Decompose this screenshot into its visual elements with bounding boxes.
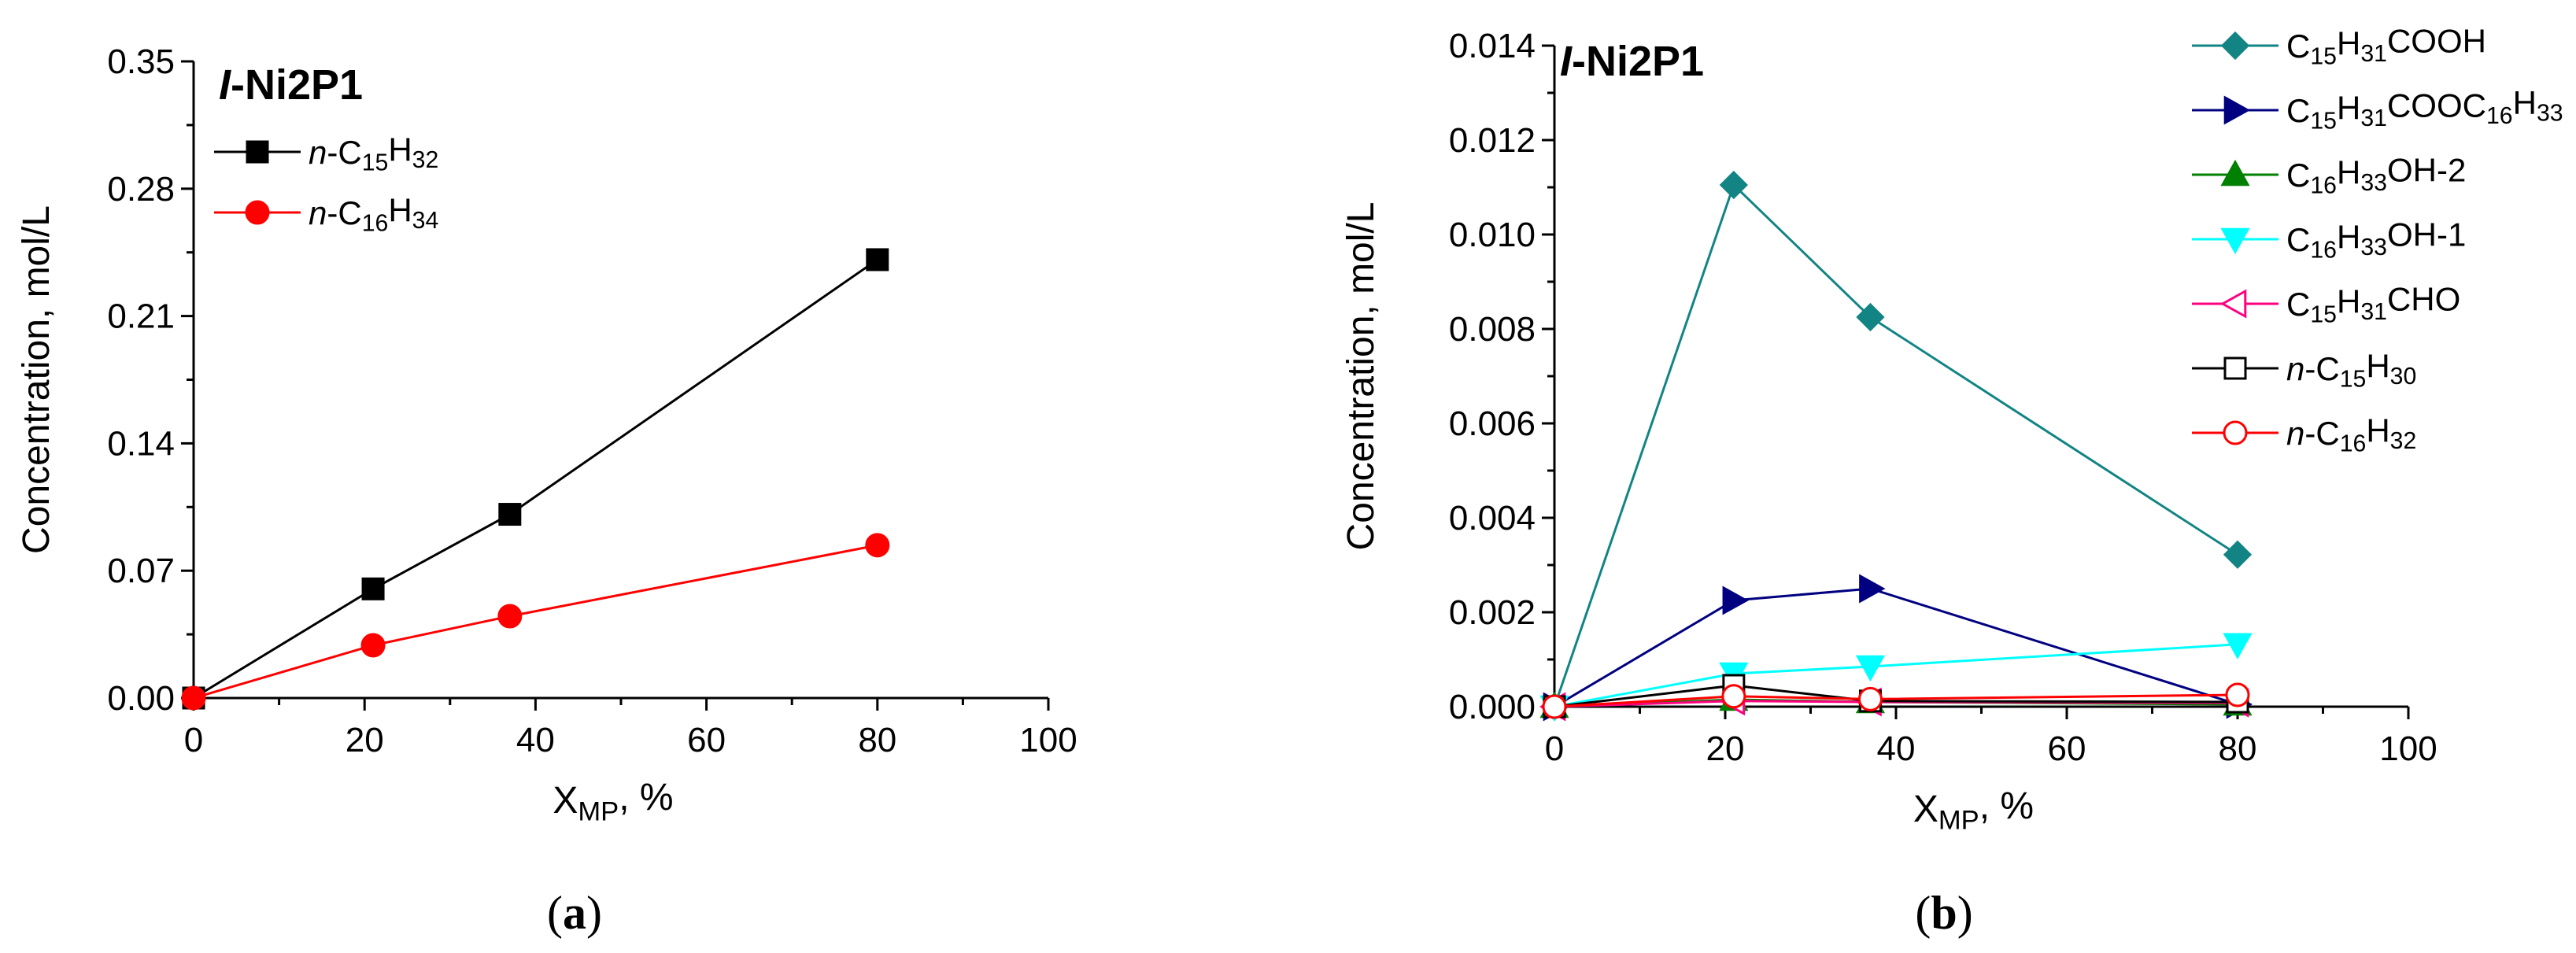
x-tick-label: 0: [184, 721, 203, 759]
series-line: [193, 544, 878, 700]
y-tick-label: 0.010: [1449, 216, 1536, 254]
x-tick-label: 100: [1019, 721, 1077, 759]
x-tick-label: 80: [858, 721, 896, 759]
chart-b: 0 20 40 60 80 100 0.000 0.002 0.004 0.006 0.008 0.0…: [1340, 22, 2563, 835]
x-tick-label: 100: [2379, 730, 2437, 768]
data-point: [360, 633, 386, 658]
data-point: [361, 577, 385, 600]
x-tick-label: 80: [2219, 730, 2257, 768]
series-n-C16H32: [1542, 682, 2250, 719]
caption-b: (b): [1915, 887, 1972, 939]
x-tick-label: 40: [1877, 730, 1916, 768]
caption-a: (a): [547, 887, 602, 939]
x-tick-label: 60: [2048, 730, 2086, 768]
legend-marker: [2220, 159, 2250, 187]
data-point: [1857, 686, 1883, 711]
y-tick-label: 0.004: [1449, 499, 1536, 537]
data-point: [1722, 585, 1749, 615]
series-line: [193, 258, 878, 700]
legend: C15H31COOH C15H31COOC16H33 C16H33OH-2 C16H3…: [2192, 22, 2563, 456]
series-line: [1554, 643, 2238, 708]
legend-marker: [2223, 356, 2247, 380]
legend: n-C15H32 n-C16H34: [214, 131, 438, 237]
y-tick-label: 0.006: [1449, 404, 1536, 443]
legend-label: C15H31COOH: [2286, 22, 2486, 69]
legend-entry: n-C16H32: [2192, 412, 2416, 457]
y-tick-label: 0.000: [1449, 688, 1536, 726]
legend-entry: n-C16H34: [214, 192, 438, 237]
x-tick-label: 60: [687, 721, 726, 759]
chart-title: I-Ni2P1: [219, 61, 363, 109]
series-line: [1553, 183, 2238, 707]
series-line: [1554, 587, 2238, 708]
data-point: [1721, 684, 1746, 709]
y-axis-label: Concentration, mol/L: [16, 205, 57, 554]
legend-label: n-C15H30: [2286, 348, 2416, 393]
y-tick-label: 0.002: [1449, 593, 1536, 632]
chart-a: 0 20 40 60 80 100 0.00 0.07 0.14 0.21 0.28 0.35 Conc…: [16, 42, 1077, 827]
series-line: [1554, 693, 2238, 708]
legend-entry: C15H31COOC16H33: [2192, 84, 2563, 134]
data-point: [497, 604, 523, 629]
series-n-C16H34: [181, 533, 890, 711]
y-tick-label: 0.008: [1449, 310, 1536, 349]
legend-label: n-C15H32: [309, 131, 438, 176]
legend-marker: [2223, 95, 2251, 125]
data-point: [2223, 633, 2253, 659]
data-point: [866, 248, 889, 271]
y-tick-label: 0.35: [107, 42, 175, 81]
legend-entry: n-C15H32: [214, 131, 438, 176]
data-point: [1542, 694, 1567, 719]
x-axis-label: XMP, %: [1913, 785, 2034, 835]
data-point: [181, 685, 206, 711]
legend-entry: C15H31COOH: [2192, 22, 2486, 69]
legend-marker: [246, 140, 269, 164]
series-n-C15H32: [182, 248, 889, 710]
y-tick-label: 0.014: [1449, 27, 1536, 65]
y-tick-label: 0.012: [1449, 121, 1536, 160]
legend-marker: [245, 200, 270, 225]
legend-marker: [2220, 227, 2250, 255]
x-tick-label: 20: [346, 721, 384, 759]
data-point: [865, 533, 890, 558]
legend-entry: n-C15H30: [2192, 348, 2416, 393]
data-point: [1855, 655, 1885, 682]
series-line: [1554, 684, 2238, 708]
x-tick-label: 20: [1706, 730, 1745, 768]
y-tick-label: 0.07: [107, 552, 175, 590]
y-tick-label: 0.21: [107, 297, 175, 336]
data-point: [1856, 302, 1885, 332]
y-tick-label: 0.14: [107, 424, 175, 463]
legend-entry: C15H31CHO: [2192, 280, 2460, 327]
data-point: [498, 503, 522, 526]
x-axis-label: XMP, %: [553, 777, 673, 826]
legend-label: n-C16H32: [2286, 412, 2416, 457]
legend-label: C16H33OH-1: [2286, 216, 2466, 263]
legend-label: n-C16H34: [309, 192, 438, 237]
data-point: [1719, 170, 1748, 200]
y-tick-label: 0.28: [107, 170, 175, 209]
legend-marker: [2223, 420, 2248, 445]
series-C15H31COOH: [1539, 170, 2253, 722]
chart-title: I-Ni2P1: [1560, 38, 1704, 85]
legend-entry: C16H33OH-2: [2192, 151, 2466, 198]
legend-marker: [2219, 289, 2247, 319]
data-point: [2225, 682, 2250, 707]
y-axis-label: Concentration, mol/L: [1340, 202, 1382, 551]
data-point: [2223, 540, 2253, 569]
x-tick-label: 40: [516, 721, 555, 759]
legend-label: C15H31CHO: [2286, 280, 2460, 327]
data-point: [1859, 574, 1886, 604]
legend-marker: [2220, 31, 2250, 61]
x-tick-label: 0: [1545, 730, 1564, 768]
legend-entry: C16H33OH-1: [2192, 216, 2466, 263]
legend-label: C16H33OH-2: [2286, 151, 2466, 198]
y-tick-label: 0.00: [107, 679, 175, 718]
legend-label: C15H31COOC16H33: [2286, 84, 2563, 134]
